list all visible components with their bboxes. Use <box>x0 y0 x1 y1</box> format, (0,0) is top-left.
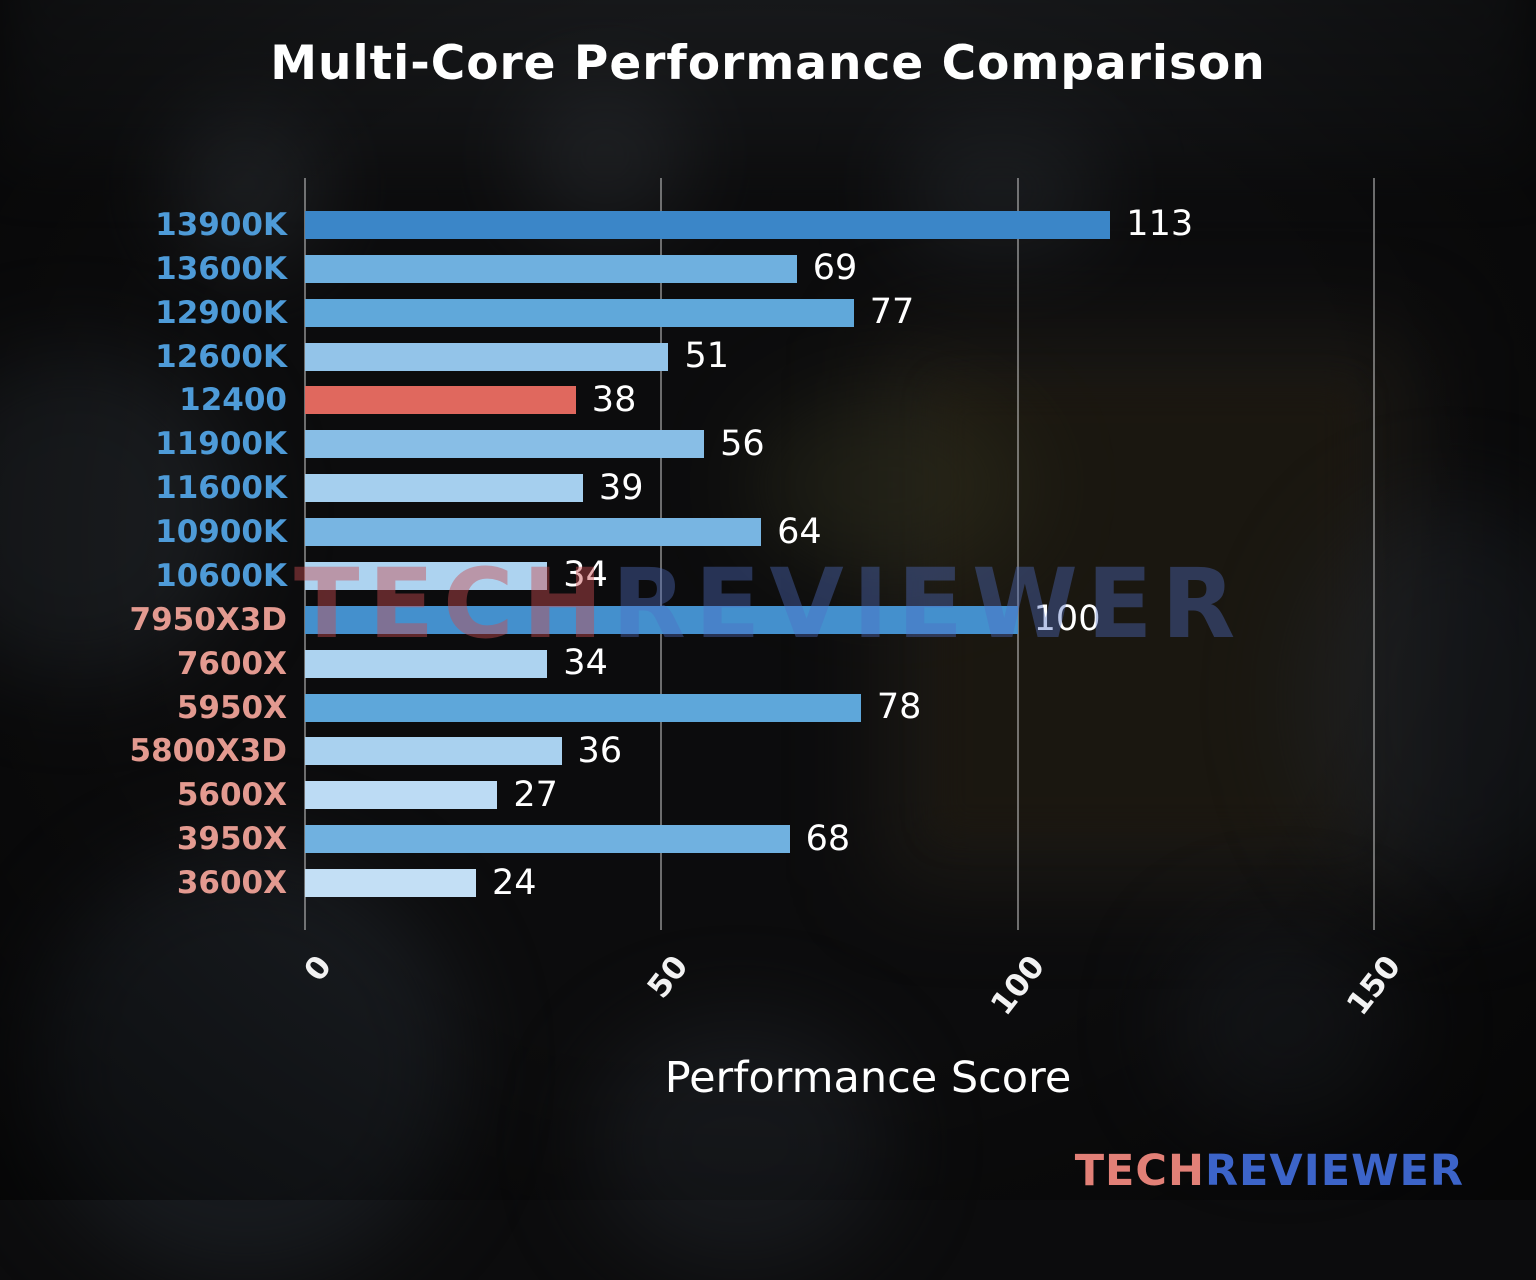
logo-reviewer: REVIEWER <box>1204 1146 1464 1196</box>
category-label: 13600K <box>155 250 287 287</box>
value-label: 38 <box>591 379 637 420</box>
bar <box>305 430 705 459</box>
bar <box>305 254 797 283</box>
bar <box>305 342 669 371</box>
category-label: 3600X <box>176 865 287 902</box>
bar <box>305 210 1111 239</box>
bar <box>305 474 583 503</box>
category-label: 11600K <box>155 470 287 507</box>
value-label: 68 <box>805 818 851 859</box>
bar <box>305 869 477 898</box>
category-label: 5600X <box>176 777 287 814</box>
value-label: 69 <box>812 248 858 289</box>
value-label: 113 <box>1126 204 1194 245</box>
value-label: 56 <box>720 423 765 464</box>
x-axis-label: Performance Score <box>664 1053 1072 1103</box>
bar <box>305 737 562 766</box>
bar-row: 12900K 77 <box>155 291 1431 335</box>
gridline <box>1016 178 1019 930</box>
bar-row: 12400 38 <box>179 379 1431 423</box>
bar-row: 10900K 64 <box>155 510 1431 554</box>
value-label: 39 <box>598 467 644 508</box>
category-label: 10600K <box>155 557 287 594</box>
category-label: 5950X <box>176 689 287 726</box>
bars-container: 13900K 113 13600K 69 12900K 77 12600K 51 12400 38… <box>130 203 1431 905</box>
bar-row: 12600K 51 <box>155 335 1431 379</box>
bar <box>305 605 1018 634</box>
plot-area: 13900K 113 13600K 69 12900K 77 12600K 51 12400 38… <box>130 178 1431 930</box>
bar-row: 11900K 56 <box>155 422 1431 466</box>
background-vignette <box>0 0 1536 1200</box>
bar-row: 13600K 69 <box>155 247 1431 291</box>
bar <box>305 561 548 590</box>
value-label: 78 <box>876 687 922 728</box>
value-label: 100 <box>1033 599 1101 640</box>
value-label: 27 <box>513 774 558 815</box>
category-label: 13900K <box>155 206 287 243</box>
x-tick-label: 100 <box>983 949 1053 1023</box>
bar <box>305 386 576 415</box>
bar <box>305 781 498 810</box>
bar <box>305 518 762 547</box>
category-label: 12600K <box>155 338 287 375</box>
bar <box>305 298 854 327</box>
bar-row: 7950X3D 100 <box>130 598 1431 642</box>
brand-logo: TECHREVIEWER <box>1075 1146 1464 1196</box>
category-label: 11900K <box>155 426 287 463</box>
chart-title: Multi-Core Performance Comparison <box>270 36 1266 91</box>
bar <box>305 825 790 854</box>
bar-row: 7600X 34 <box>177 642 1431 686</box>
logo-tech: TECH <box>1074 1146 1205 1196</box>
bar-row: 5600X 27 <box>177 773 1431 817</box>
bar-row: 11600K 39 <box>155 466 1431 510</box>
category-label: 3950X <box>176 821 287 858</box>
bar-row: 5950X 78 <box>177 686 1431 730</box>
category-label: 7950X3D <box>129 601 287 638</box>
bar <box>305 693 861 722</box>
category-label: 10900K <box>155 514 287 551</box>
bar <box>305 649 548 678</box>
gridline <box>304 178 306 930</box>
bar-row: 3600X 24 <box>177 861 1431 905</box>
value-label: 64 <box>777 511 822 552</box>
bar-row: 10600K 34 <box>155 554 1431 598</box>
x-axis-ticks: 0 50 100 150 <box>298 941 1431 1041</box>
bar-row: 5800X3D 36 <box>130 730 1431 774</box>
value-label: 34 <box>563 555 608 596</box>
category-label: 5800X3D <box>129 733 287 770</box>
category-label: 12400 <box>179 382 287 419</box>
bar-row: 13900K 113 <box>155 203 1431 247</box>
bar-row: 3950X 68 <box>177 817 1431 861</box>
category-label: 12900K <box>155 294 287 331</box>
value-label: 36 <box>577 730 623 771</box>
category-label: 7600X <box>176 645 287 682</box>
x-tick-label: 150 <box>1340 949 1409 1023</box>
value-label: 34 <box>563 643 608 684</box>
gridline <box>660 178 663 930</box>
x-tick-label: 50 <box>640 949 696 1006</box>
value-label: 51 <box>684 336 729 377</box>
value-label: 77 <box>869 292 915 333</box>
gridline <box>1372 178 1375 930</box>
value-label: 24 <box>492 862 537 903</box>
